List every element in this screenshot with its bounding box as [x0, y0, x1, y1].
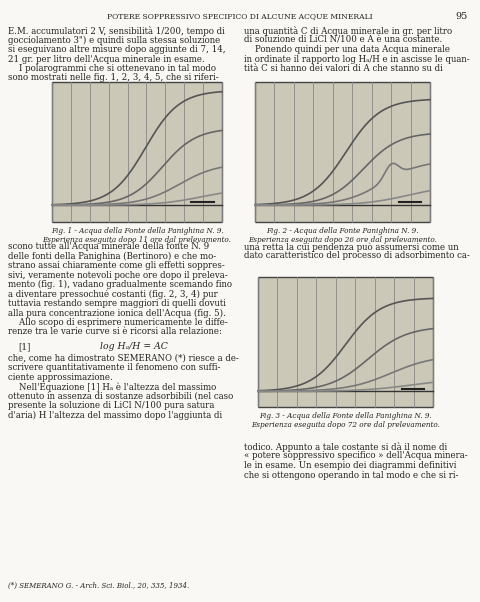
Text: Nell'Equazione [1] Hₐ è l'altezza del massimo: Nell'Equazione [1] Hₐ è l'altezza del ma…: [8, 382, 216, 392]
Text: delle fonti della Panighina (Bertinoro) e che mo-: delle fonti della Panighina (Bertinoro) …: [8, 252, 216, 261]
Text: scono tutte all'Acqua minerale della fonte N. 9: scono tutte all'Acqua minerale della fon…: [8, 242, 209, 251]
Text: 95: 95: [456, 12, 468, 21]
Text: [1]: [1]: [18, 342, 30, 351]
Text: presente la soluzione di LiCl N/100 pura satura: presente la soluzione di LiCl N/100 pura…: [8, 402, 215, 411]
Text: (*) SEMERANO G. - Arch. Sci. Biol., 20, 335, 1934.: (*) SEMERANO G. - Arch. Sci. Biol., 20, …: [8, 582, 189, 590]
Text: E.M. accumulatori 2 V, sensibilità 1/200, tempo di: E.M. accumulatori 2 V, sensibilità 1/200…: [8, 26, 225, 36]
Text: che si ottengono operando in tal modo e che si ri-: che si ottengono operando in tal modo e …: [244, 471, 458, 480]
Text: ottenuto in assenza di sostanze adsorbibili (nel caso: ottenuto in assenza di sostanze adsorbib…: [8, 392, 233, 401]
Text: Esperienza eseguita dopo 11 ore dal prelevamento.: Esperienza eseguita dopo 11 ore dal prel…: [43, 236, 231, 244]
Text: si eseguivano altre misure dopo aggiunte di 7, 14,: si eseguivano altre misure dopo aggiunte…: [8, 45, 226, 54]
Text: 21 gr. per litro dell'Acqua minerale in esame.: 21 gr. per litro dell'Acqua minerale in …: [8, 55, 205, 63]
Text: Esperienza eseguita dopo 72 ore dal prelevamento.: Esperienza eseguita dopo 72 ore dal prel…: [251, 421, 440, 429]
Text: Fig. 3 - Acqua della Fonte della Panighina N. 9.: Fig. 3 - Acqua della Fonte della Panighi…: [259, 412, 432, 420]
Text: sono mostrati nelle fig. 1, 2, 3, 4, 5, che si riferi-: sono mostrati nelle fig. 1, 2, 3, 4, 5, …: [8, 73, 218, 82]
Text: tuttavia restando sempre maggiori di quelli dovuti: tuttavia restando sempre maggiori di que…: [8, 299, 226, 308]
Text: le in esame. Un esempio dei diagrammi definitivi: le in esame. Un esempio dei diagrammi de…: [244, 461, 456, 470]
Text: gocciolamento 3") e quindi sulla stessa soluzione: gocciolamento 3") e quindi sulla stessa …: [8, 36, 220, 45]
Text: alla pura concentrazione ionica dell'Acqua (fig. 5).: alla pura concentrazione ionica dell'Acq…: [8, 308, 226, 318]
Text: dato caratteristico del processo di adsorbimento ca-: dato caratteristico del processo di adso…: [244, 252, 470, 261]
Text: in ordinate il rapporto log Hₐ/H e in ascisse le quan-: in ordinate il rapporto log Hₐ/H e in as…: [244, 55, 469, 63]
Text: strano assai chiaramente come gli effetti soppres-: strano assai chiaramente come gli effett…: [8, 261, 225, 270]
Text: I polarogrammi che si ottenevano in tal modo: I polarogrammi che si ottenevano in tal …: [8, 64, 216, 73]
Text: Allo scopo di esprimere numericamente le diffe-: Allo scopo di esprimere numericamente le…: [8, 318, 228, 327]
Text: ciente approssimazione.: ciente approssimazione.: [8, 373, 113, 382]
Bar: [52, 82, 222, 222]
Text: mento (fig. 1), vadano gradualmente scemando fino: mento (fig. 1), vadano gradualmente scem…: [8, 280, 232, 289]
Text: sivi, veramente notevoli poche ore dopo il preleva-: sivi, veramente notevoli poche ore dopo …: [8, 270, 228, 279]
Text: tità C si hanno dei valori di A che stanno su di: tità C si hanno dei valori di A che stan…: [244, 64, 443, 73]
Text: POTERE SOPPRESSIVO SPECIFICO DI ALCUNE ACQUE MINERALI: POTERE SOPPRESSIVO SPECIFICO DI ALCUNE A…: [107, 12, 373, 20]
Text: todico. Appunto a tale costante si dà il nome di: todico. Appunto a tale costante si dà il…: [244, 442, 447, 452]
Bar: [258, 277, 433, 407]
Text: una quantità C di Acqua minerale in gr. per litro: una quantità C di Acqua minerale in gr. …: [244, 26, 452, 36]
Text: Fig. 2 - Acqua della Fonte Panighina N. 9.: Fig. 2 - Acqua della Fonte Panighina N. …: [266, 227, 419, 235]
Text: che, come ha dimostrato SEMERANO (*) riesce a de-: che, come ha dimostrato SEMERANO (*) rie…: [8, 354, 239, 363]
Text: una retta la cui pendenza può assumersi come un: una retta la cui pendenza può assumersi …: [244, 242, 458, 252]
Text: renze tra le varie curve si è ricorsi alla relazione:: renze tra le varie curve si è ricorsi al…: [8, 327, 222, 337]
Text: Fig. 1 - Acqua della Fonte della Panighina N. 9.: Fig. 1 - Acqua della Fonte della Panighi…: [50, 227, 223, 235]
Text: Ponendo quindi per una data Acqua minerale: Ponendo quindi per una data Acqua minera…: [244, 45, 450, 54]
Text: scrivere quantitativamente il fenomeno con suffi-: scrivere quantitativamente il fenomeno c…: [8, 364, 220, 373]
Text: d'aria) H l'altezza del massimo dopo l'aggiunta di: d'aria) H l'altezza del massimo dopo l'a…: [8, 411, 222, 420]
Text: « potere soppressivo specifico » dell'Acqua minera-: « potere soppressivo specifico » dell'Ac…: [244, 452, 468, 461]
Text: log Hₐ/H = AC: log Hₐ/H = AC: [100, 342, 168, 351]
Text: Esperienza eseguita dopo 26 ore dal prelevamento.: Esperienza eseguita dopo 26 ore dal prel…: [248, 236, 437, 244]
Bar: [255, 82, 430, 222]
Text: di soluzione di LiCl N/100 e A è una costante.: di soluzione di LiCl N/100 e A è una cos…: [244, 36, 442, 45]
Text: a diventare pressochué costanti (fig. 2, 3, 4) pur: a diventare pressochué costanti (fig. 2,…: [8, 290, 218, 299]
